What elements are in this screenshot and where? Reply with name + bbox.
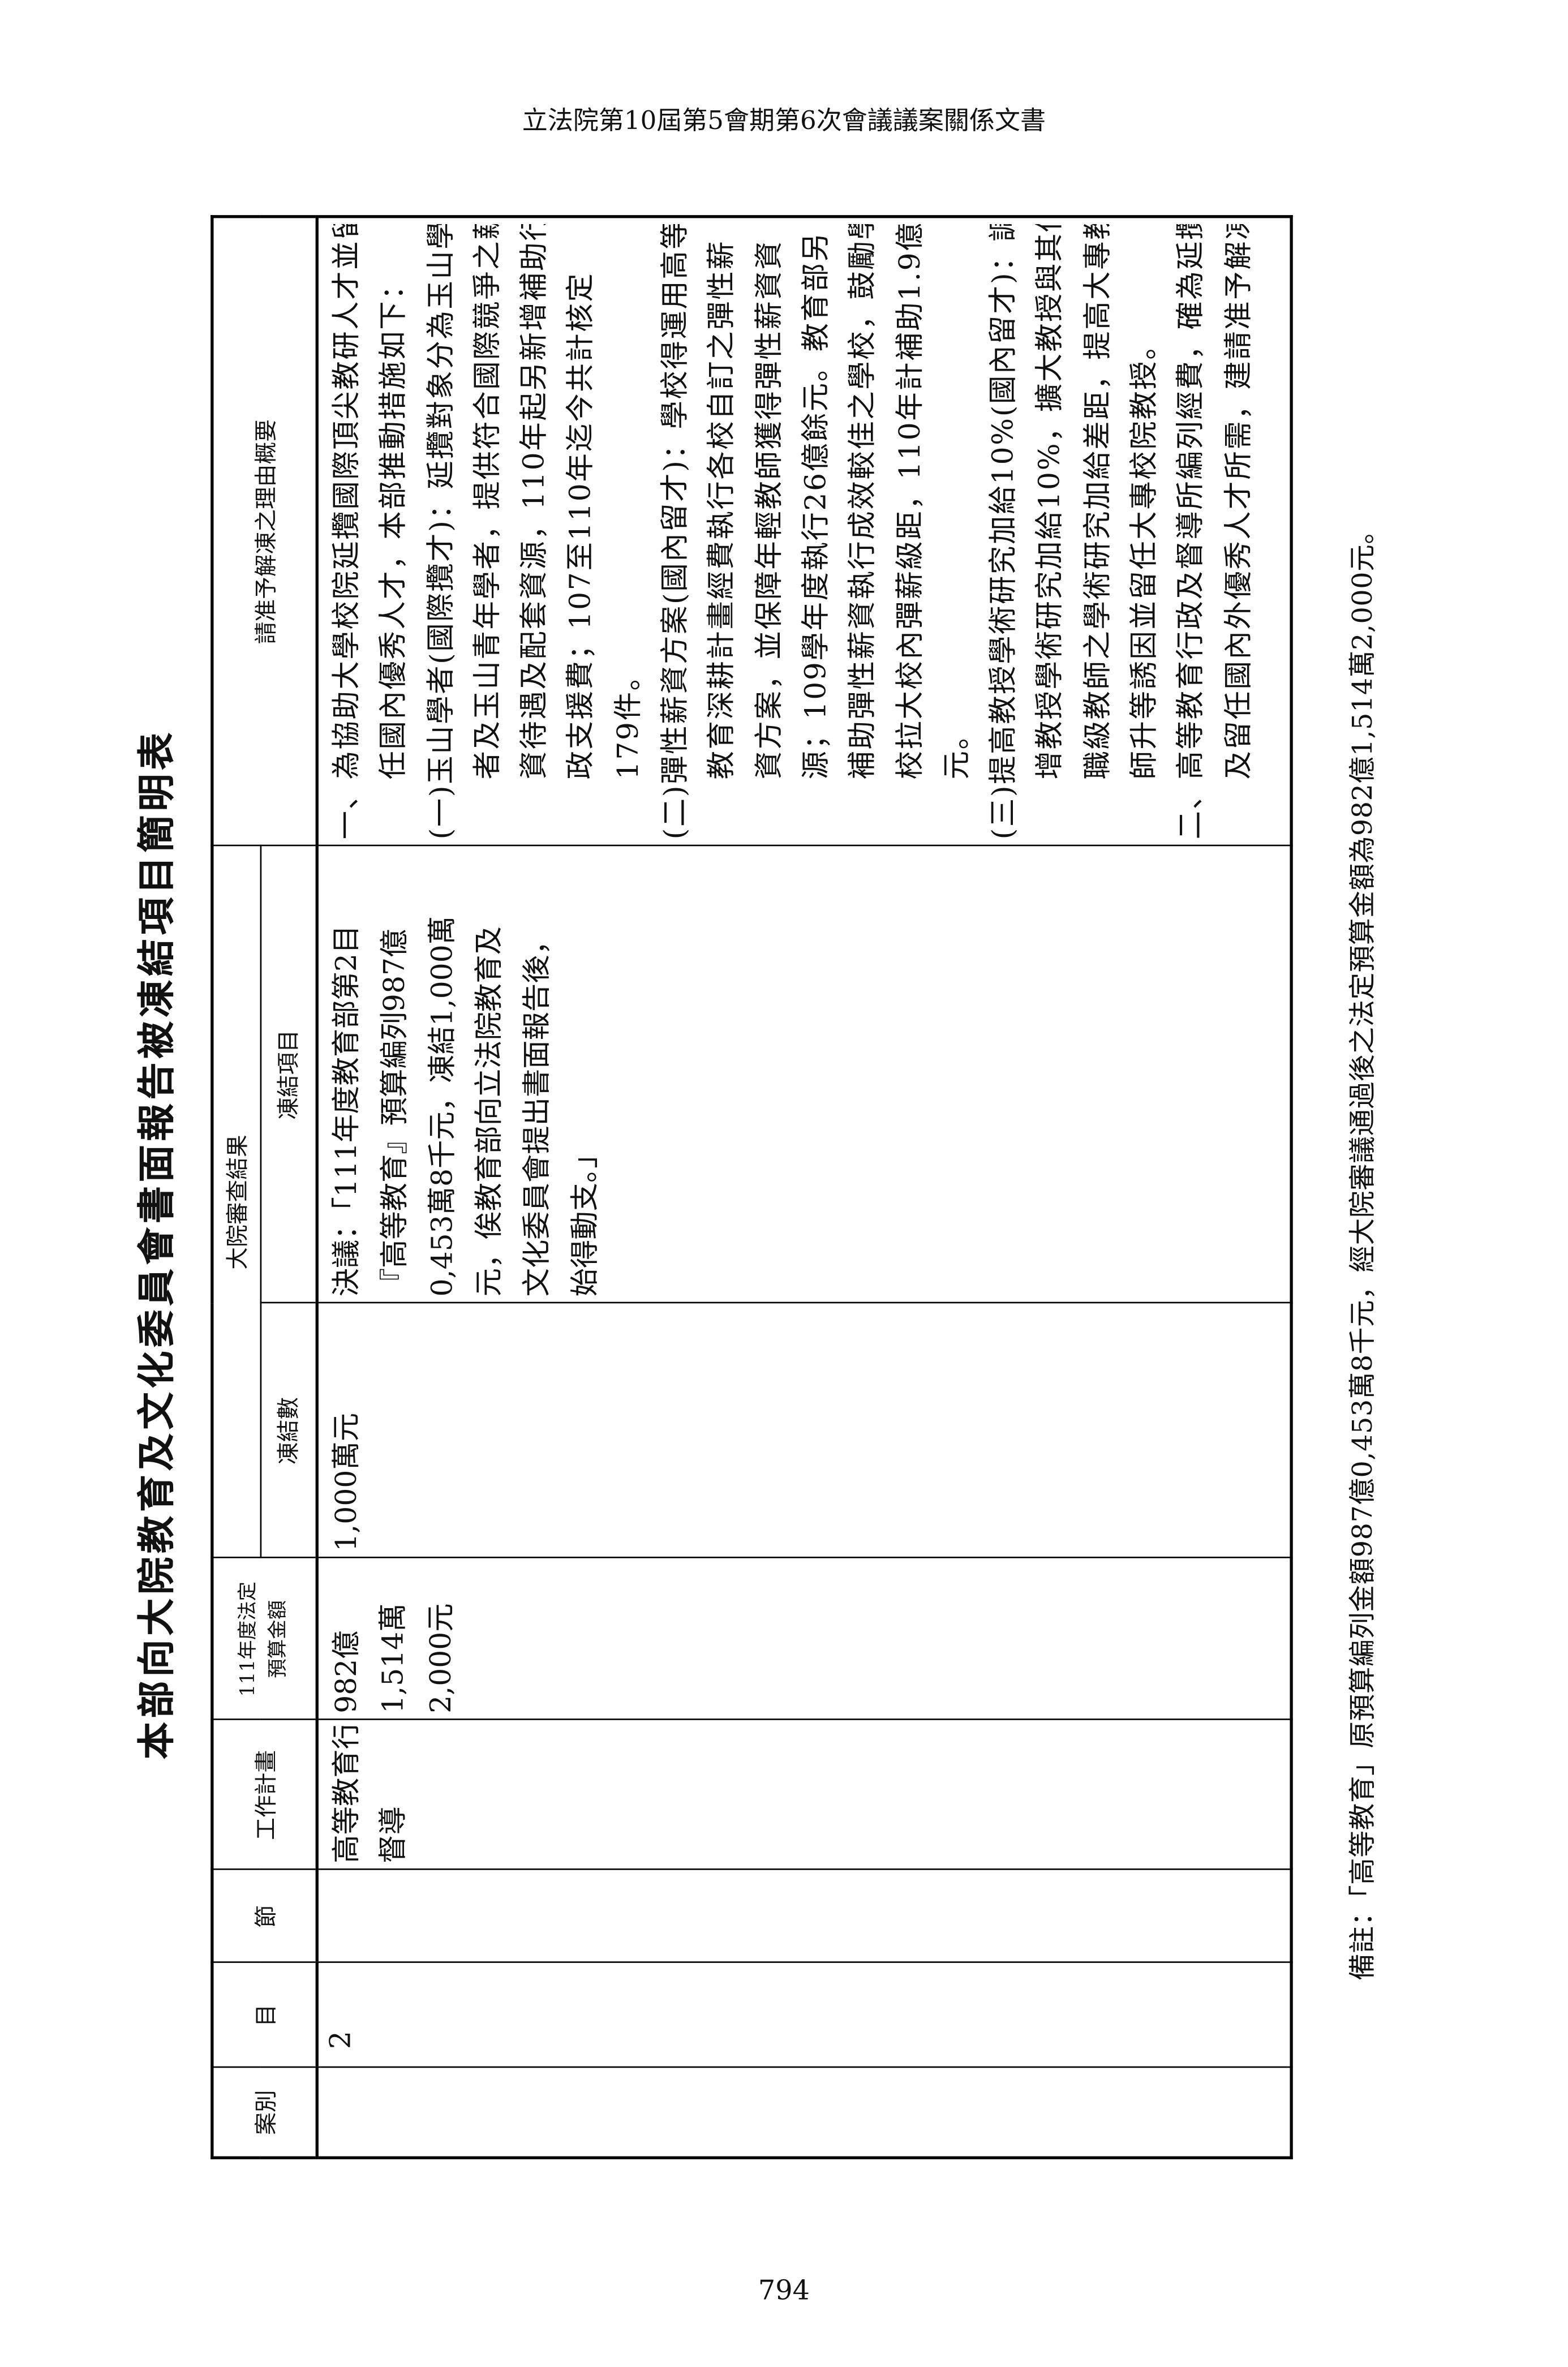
header-budget-line1: 111年度法定 (237, 1580, 260, 1696)
text-line: 者及玉山青年學者，提供符合國際競爭之薪 (470, 223, 504, 839)
cell-case (316, 2067, 1291, 2157)
text-line: 始得動支。」 (568, 1139, 602, 1296)
table-row: 2 高等教育行政及 督導 982億 1,514萬 2,000元 1,000萬元 決議：… (316, 216, 1291, 2157)
text-line: 982億 (329, 1630, 363, 1713)
text-line: 一、為協助大學校院延攬國際頂尖教研人才並留 (329, 223, 363, 839)
text-line: 職級教師之學術研究加給差距，提高大專教 (1080, 223, 1114, 839)
header-budget: 111年度法定 預算金額 (211, 1557, 316, 1720)
text-line: 師升等誘因並留任大專校院教授。 (1127, 329, 1161, 839)
text-line: 補助彈性薪資執行成效較佳之學校，鼓勵學 (845, 223, 879, 839)
header-budget-line2: 預算金額 (267, 1599, 290, 1678)
header-section: 節 (211, 1869, 316, 1962)
cell-frozen-amount: 1,000萬元 (316, 1302, 1291, 1558)
text-line: 決議：「111年度教育部第2目 (329, 924, 363, 1296)
cell-reasons: 一、為協助大學校院延攬國際頂尖教研人才並留 任國內優秀人才，本部推動措施如下： (… (316, 216, 1291, 845)
cell-section (316, 1869, 1291, 1962)
text-line: 資方案，並保障年輕教師獲得彈性薪資資 (751, 239, 785, 839)
text-line: 督導 (376, 1805, 410, 1863)
header-frozen-item: 凍結項目 (259, 845, 316, 1303)
header-reasons: 請准予解凍之理由概要 (211, 216, 316, 845)
cell-budget: 982億 1,514萬 2,000元 (316, 1557, 1291, 1720)
document-header: 立法院第10屆第5會期第6次會議議案關係文書 (522, 106, 1046, 137)
header-frozen-amount: 凍結數 (259, 1302, 316, 1558)
cell-item: 2 (316, 1962, 1291, 2067)
text-line: 政支援費；107至110年迄今共計核定 (564, 271, 598, 839)
text-line: 元。 (939, 719, 973, 839)
text-line: 文化委員會提出書面報告後， (520, 925, 553, 1296)
footnote: 備註：「高等教育」原預算編列金額987億0,453萬8千元，經大院審議通過後之法… (1347, 517, 1380, 1981)
text-line: (二)彈性薪資方案(國內留才)：學校得運用高等 (658, 223, 691, 839)
text-line: 校拉大校內彈薪級距，110年計補助1.9億 (892, 223, 926, 839)
text-line: 『高等教育』預算編列987億 (377, 928, 411, 1296)
text-line: 1,514萬 (376, 1603, 410, 1713)
frozen-items-table: 案別 目 節 工作計畫 111年度法定 預算金額 大院審查結果 請准予解凍之理由… (209, 214, 1292, 2159)
page-title: 本部向大院教育及文化委員會書面報告被凍結項目簡明表 (135, 729, 179, 1760)
text-line: 2,000元 (423, 1603, 457, 1713)
frozen-items-table-wrapper: 案別 目 節 工作計畫 111年度法定 預算金額 大院審查結果 請准予解凍之理由… (209, 214, 1292, 2159)
cell-work-plan: 高等教育行政及 督導 (316, 1719, 1291, 1870)
text-line: 資待遇及配套資源，110年起另新增補助行 (517, 223, 551, 839)
header-review-result: 大院審查結果 (211, 845, 260, 1558)
header-work-plan: 工作計畫 (211, 1719, 316, 1870)
text-line: 元，俟教育部向立法院教育及 (472, 925, 506, 1296)
header-item: 目 (211, 1962, 316, 2067)
page-number: 794 (758, 2275, 810, 2307)
text-line: (一)玉山學者(國際攬才)：延攬對象分為玉山學 (423, 223, 457, 839)
header-case: 案別 (211, 2067, 316, 2157)
cell-frozen-item: 決議：「111年度教育部第2目 『高等教育』預算編列987億 0,453萬8千元，凍… (316, 845, 1291, 1303)
text-line: 0,453萬8千元，凍結1,000萬 (425, 915, 458, 1296)
text-line: 教育深耕計畫經費執行各校自訂之彈性薪 (705, 239, 738, 839)
text-line: (三)提高教授學術研究加給10%(國內留才)：調 (986, 223, 1020, 839)
text-line: 增教授學術研究加給10%，擴大教授與其他 (1033, 223, 1067, 839)
text-line: 179件。 (611, 660, 645, 839)
text-line: 高等教育行政及 (329, 1726, 363, 1863)
text-line: 源；109學年度執行26億餘元。教育部另 (798, 231, 832, 839)
text-line: 及留任國內外優秀人才所需，建請准予解凍 (1221, 223, 1255, 839)
text-line: 二、高等教育行政及督導所編列經費，確為延攬 (1174, 223, 1208, 839)
text-line: 任國內優秀人才，本部推動措施如下： (376, 269, 410, 839)
